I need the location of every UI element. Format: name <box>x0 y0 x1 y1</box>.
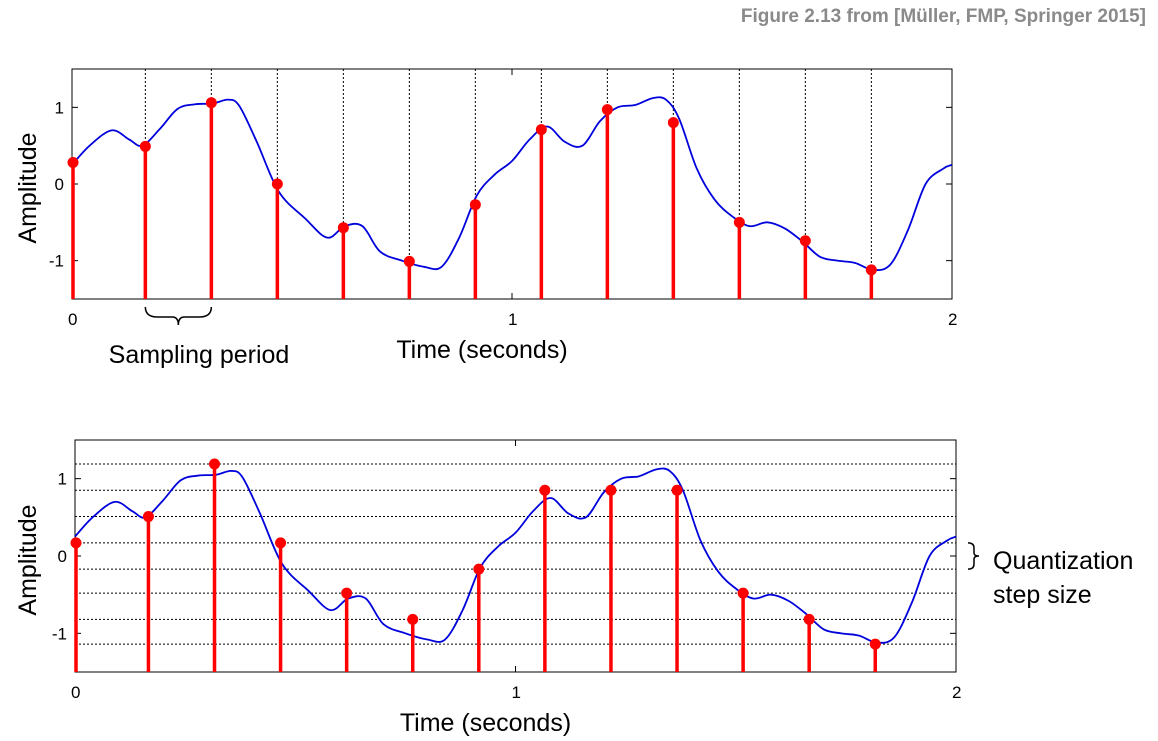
y-tick-label: 0 <box>55 175 64 194</box>
sample-point <box>142 511 154 523</box>
sample-point <box>275 537 287 549</box>
x-tick-label: 0 <box>68 310 77 329</box>
figure-credit: Figure 2.13 from [Müller, FMP, Springer … <box>740 6 1146 27</box>
sampling-period-brace <box>144 306 213 326</box>
x-tick-label: 0 <box>71 683 80 702</box>
sample-point <box>407 613 419 625</box>
y-tick-label: -1 <box>52 624 67 643</box>
x-axis-label: Time (seconds) <box>396 336 567 364</box>
sampling-period-label: Sampling period <box>109 341 290 369</box>
sample-point <box>209 458 221 470</box>
sample-point <box>601 104 613 116</box>
panel-1 <box>67 68 953 326</box>
y-axis-label: Amplitude <box>14 132 42 243</box>
sample-point <box>605 484 617 496</box>
y-tick-label: 0 <box>58 547 67 566</box>
sample-point <box>337 222 349 234</box>
sample-point <box>869 638 881 650</box>
sample-point <box>205 97 217 109</box>
quantization-label-line-2: step size <box>993 581 1092 609</box>
sample-point <box>473 563 485 575</box>
y-tick-label: 1 <box>58 470 67 489</box>
sample-point <box>803 613 815 625</box>
sample-point <box>139 140 151 152</box>
sample-point <box>403 255 415 267</box>
y-axis-label: Amplitude <box>14 504 42 615</box>
sample-point <box>865 264 877 276</box>
x-axis-label: Time (seconds) <box>400 709 571 737</box>
sample-point <box>539 484 551 496</box>
signal-curve <box>74 467 957 644</box>
sample-point <box>799 235 811 247</box>
sample-point <box>733 216 745 228</box>
sample-point <box>535 124 547 136</box>
y-tick-label: 1 <box>55 98 64 117</box>
sample-point <box>341 587 353 599</box>
quantization-step-brace <box>967 542 980 570</box>
panel-2 <box>70 439 980 673</box>
x-tick-label: 1 <box>512 683 521 702</box>
sample-point <box>469 199 481 211</box>
sample-point <box>667 117 679 129</box>
sample-point <box>271 178 283 190</box>
sample-point <box>737 587 749 599</box>
x-tick-label: 1 <box>508 310 517 329</box>
sample-point <box>70 537 82 549</box>
sample-point <box>671 484 683 496</box>
sample-point <box>67 157 79 169</box>
y-tick-label: -1 <box>49 252 64 271</box>
signal-curve <box>71 96 953 271</box>
x-tick-label: 2 <box>948 310 957 329</box>
x-tick-label: 2 <box>952 683 961 702</box>
quantization-label-line-1: Quantization <box>993 547 1133 575</box>
